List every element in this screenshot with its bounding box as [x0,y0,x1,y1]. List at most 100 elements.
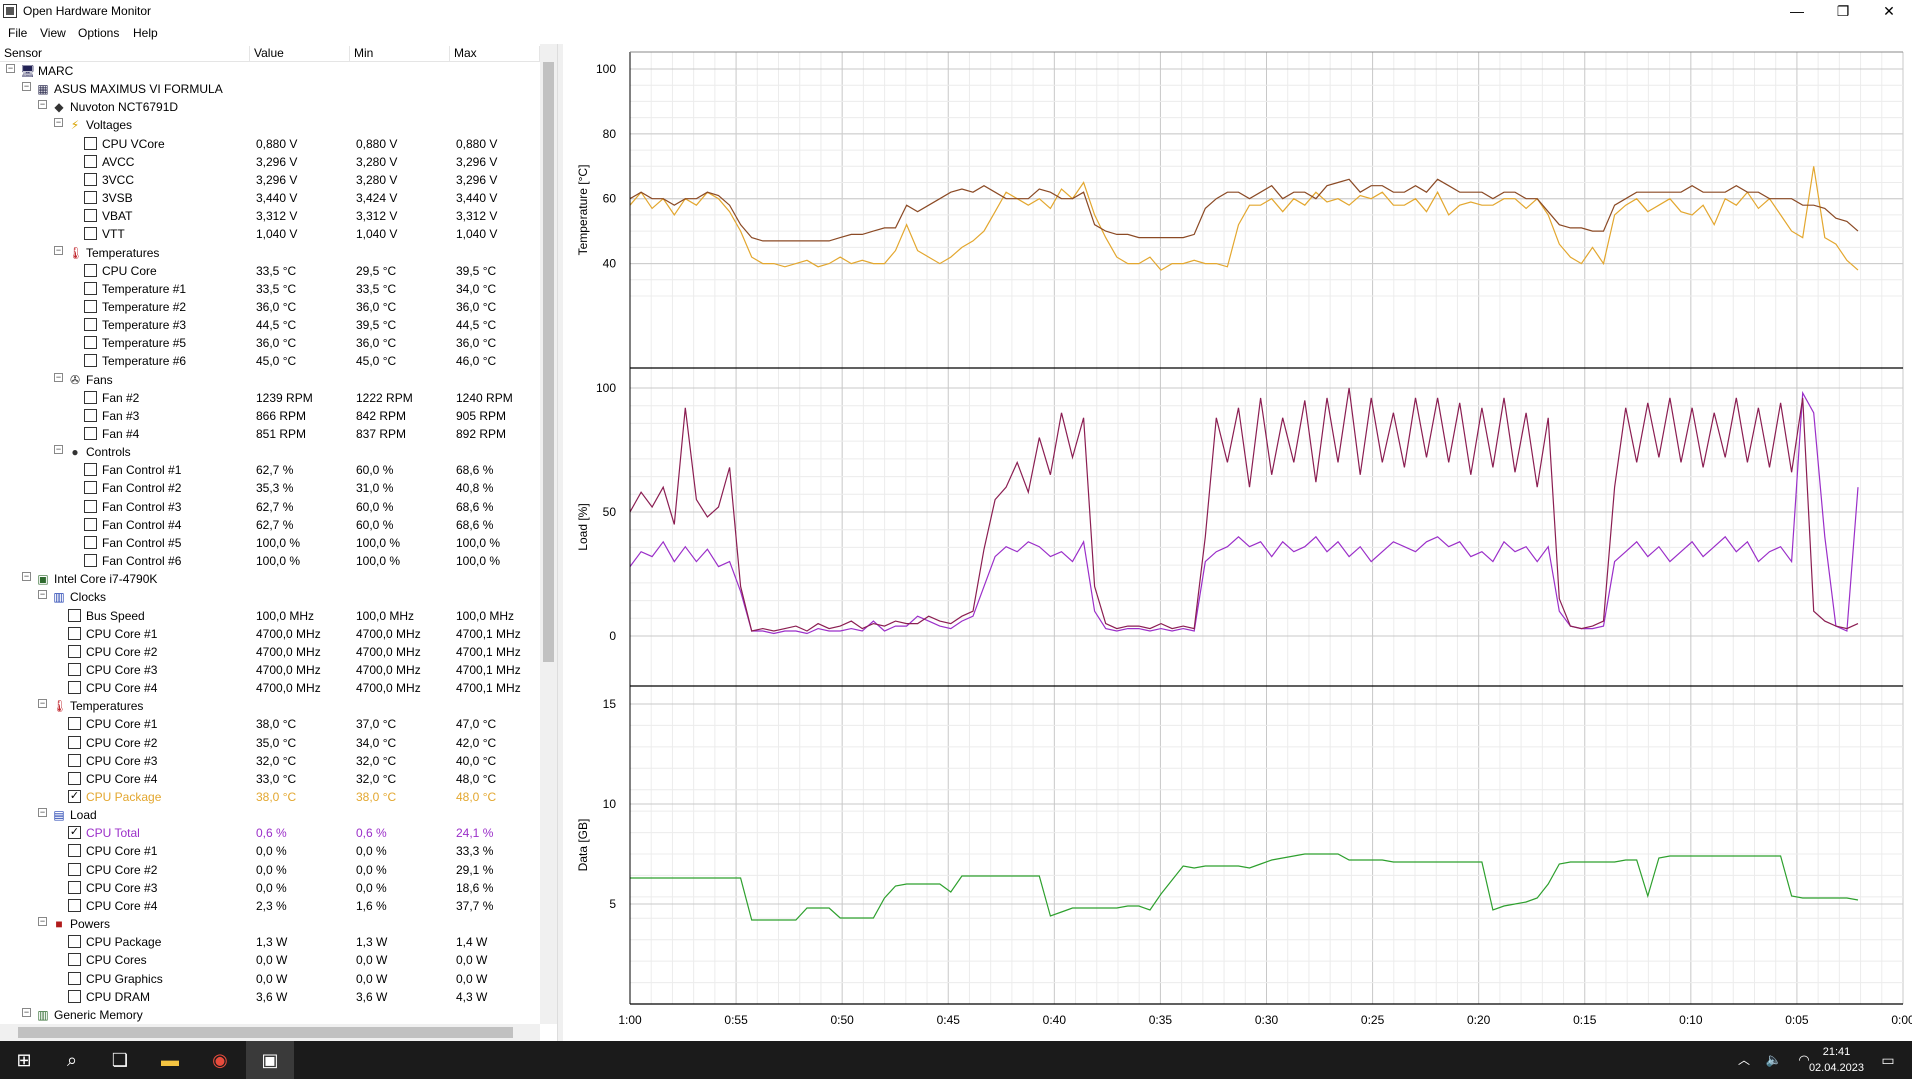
plot-checkbox[interactable] [84,154,97,168]
tree-vertical-scrollbar[interactable] [540,44,557,1024]
column-min[interactable]: Min [350,46,450,62]
plot-checkbox[interactable] [84,390,97,404]
sensor-row[interactable]: ✓ CPU Total 0,6 % 0,6 % 24,1 % [0,824,540,842]
collapse-toggle[interactable]: − [38,698,47,709]
sensor-row[interactable]: CPU Core #4 2,3 % 1,6 % 37,7 % [0,897,540,915]
sensor-row[interactable]: Temperature #2 36,0 °C 36,0 °C 36,0 °C [0,298,540,316]
scroll-thumb[interactable] [18,1027,513,1038]
plot-checkbox[interactable]: ✓ [68,790,81,803]
collapse-toggle[interactable]: − [38,589,47,600]
sensor-row[interactable]: CPU Core #3 0,0 % 0,0 % 18,6 % [0,879,540,897]
collapse-toggle[interactable]: − [54,371,63,382]
sensor-row[interactable]: CPU DRAM 3,6 W 3,6 W 4,3 W [0,988,540,1006]
plot-checkbox[interactable] [68,753,81,767]
tree-node[interactable]: − ▤ Load [0,806,540,824]
minimize-button[interactable]: — [1790,3,1804,19]
plot-checkbox[interactable] [84,427,97,440]
plot-checkbox[interactable] [68,953,81,967]
file-explorer-icon[interactable]: ▬ [161,1050,179,1070]
plot-checkbox[interactable] [84,281,97,295]
collapse-toggle[interactable]: − [38,916,47,927]
tree-node[interactable]: − ● Controls [0,443,540,461]
sensor-row[interactable]: CPU Core #2 35,0 °C 34,0 °C 42,0 °C [0,734,540,752]
plot-checkbox[interactable] [68,898,81,912]
task-view-icon[interactable]: ❏ [111,1050,129,1070]
collapse-toggle[interactable]: − [22,1006,31,1017]
sensor-row[interactable]: AVCC 3,296 V 3,280 V 3,296 V [0,153,540,171]
system-clock[interactable]: 21:41 02.04.2023 [1809,1044,1864,1076]
tree-node[interactable]: − ⚡ Voltages [0,116,540,134]
plot-checkbox[interactable] [84,408,97,422]
sensor-row[interactable]: CPU Core #3 4700,0 MHz 4700,0 MHz 4700,1 MH… [0,661,540,679]
plot-checkbox[interactable] [84,554,97,568]
sensor-row[interactable]: Fan Control #4 62,7 % 60,0 % 68,6 % [0,516,540,534]
plot-checkbox[interactable] [84,227,97,241]
network-icon[interactable]: ◠ [1798,1052,1810,1067]
tree-node[interactable]: − ▥ Generic Memory [0,1006,540,1022]
plot-checkbox[interactable] [68,771,81,785]
tree-node[interactable]: − ▦ ASUS MAXIMUS VI FORMULA [0,80,540,98]
plot-checkbox[interactable] [84,191,97,205]
sensor-row[interactable]: Fan Control #2 35,3 % 31,0 % 40,8 % [0,479,540,497]
sensor-row[interactable]: Temperature #6 45,0 °C 45,0 °C 46,0 °C [0,352,540,370]
collapse-toggle[interactable]: − [38,99,47,110]
plot-checkbox[interactable] [84,209,97,223]
tree-node[interactable]: − ■ Powers [0,915,540,933]
search-icon[interactable]: ⌕ [66,1050,78,1070]
plot-checkbox[interactable] [84,172,97,186]
plot-checkbox[interactable] [84,481,97,495]
scroll-thumb[interactable] [543,62,554,662]
collapse-toggle[interactable]: − [38,807,47,818]
plot-checkbox[interactable] [84,336,97,350]
menu-help[interactable]: Help [133,26,158,40]
sensor-row[interactable]: Fan Control #5 100,0 % 100,0 % 100,0 % [0,534,540,552]
sensor-plot[interactable]: 40 60 80 100 Temperature [°C] 0 50 100 Load [%] 5… [563,44,1912,1041]
plot-checkbox[interactable]: ✓ [68,826,81,840]
volume-icon[interactable]: 🔈 [1765,1052,1783,1067]
collapse-toggle[interactable]: − [22,81,31,92]
tree-node[interactable]: − ✇ Fans [0,371,540,389]
tree-node[interactable]: − 🌡 Temperatures [0,244,540,262]
menu-view[interactable]: View [40,26,66,40]
panel-splitter[interactable] [557,44,563,1041]
sensor-row[interactable]: CPU Core #4 4700,0 MHz 4700,0 MHz 4700,1 MH… [0,679,540,697]
sensor-row[interactable]: CPU Core #3 32,0 °C 32,0 °C 40,0 °C [0,752,540,770]
sensor-row[interactable]: Fan Control #6 100,0 % 100,0 % 100,0 % [0,552,540,570]
plot-checkbox[interactable] [68,862,81,876]
sensor-row[interactable]: CPU Core 33,5 °C 29,5 °C 39,5 °C [0,262,540,280]
tree-horizontal-scrollbar[interactable] [0,1024,540,1041]
sensor-row[interactable]: VBAT 3,312 V 3,312 V 3,312 V [0,207,540,225]
plot-checkbox[interactable] [84,136,97,150]
plot-checkbox[interactable] [84,499,97,513]
plot-checkbox[interactable] [68,989,81,1003]
maximize-button[interactable]: ❐ [1836,3,1850,19]
plot-checkbox[interactable] [68,971,81,985]
chrome-icon[interactable]: ◉ [212,1050,228,1070]
notification-icon[interactable]: ▭ [1881,1052,1895,1068]
sensor-row[interactable]: CPU Package 1,3 W 1,3 W 1,4 W [0,933,540,951]
plot-checkbox[interactable] [84,535,97,549]
collapse-toggle[interactable]: − [6,63,15,73]
sensor-row[interactable]: Temperature #1 33,5 °C 33,5 °C 34,0 °C [0,280,540,298]
sensor-row[interactable]: ✓ CPU Package 38,0 °C 38,0 °C 48,0 °C [0,788,540,806]
plot-checkbox[interactable] [68,626,81,640]
sensor-row[interactable]: 3VSB 3,440 V 3,424 V 3,440 V [0,189,540,207]
plot-checkbox[interactable] [68,880,81,894]
start-icon[interactable]: ⊞ [16,1050,32,1070]
plot-checkbox[interactable] [84,463,97,477]
plot-checkbox[interactable] [68,844,81,858]
sensor-row[interactable]: CPU Core #1 0,0 % 0,0 % 33,3 % [0,842,540,860]
sensor-row[interactable]: Temperature #3 44,5 °C 39,5 °C 44,5 °C [0,316,540,334]
plot-checkbox[interactable] [84,354,97,368]
sensor-row[interactable]: Temperature #5 36,0 °C 36,0 °C 36,0 °C [0,334,540,352]
column-sensor[interactable]: Sensor [0,46,250,62]
sensor-row[interactable]: Fan #2 1239 RPM 1222 RPM 1240 RPM [0,389,540,407]
sensor-row[interactable]: CPU Core #1 4700,0 MHz 4700,0 MHz 4700,1 MH… [0,625,540,643]
sensor-row[interactable]: Fan Control #1 62,7 % 60,0 % 68,6 % [0,461,540,479]
collapse-toggle[interactable]: − [22,571,31,582]
sensor-row[interactable]: 3VCC 3,296 V 3,280 V 3,296 V [0,171,540,189]
sensor-row[interactable]: CPU Core #1 38,0 °C 37,0 °C 47,0 °C [0,715,540,733]
sensor-row[interactable]: CPU Core #4 33,0 °C 32,0 °C 48,0 °C [0,770,540,788]
sensor-row[interactable]: CPU Core #2 0,0 % 0,0 % 29,1 % [0,861,540,879]
plot-checkbox[interactable] [84,299,97,313]
